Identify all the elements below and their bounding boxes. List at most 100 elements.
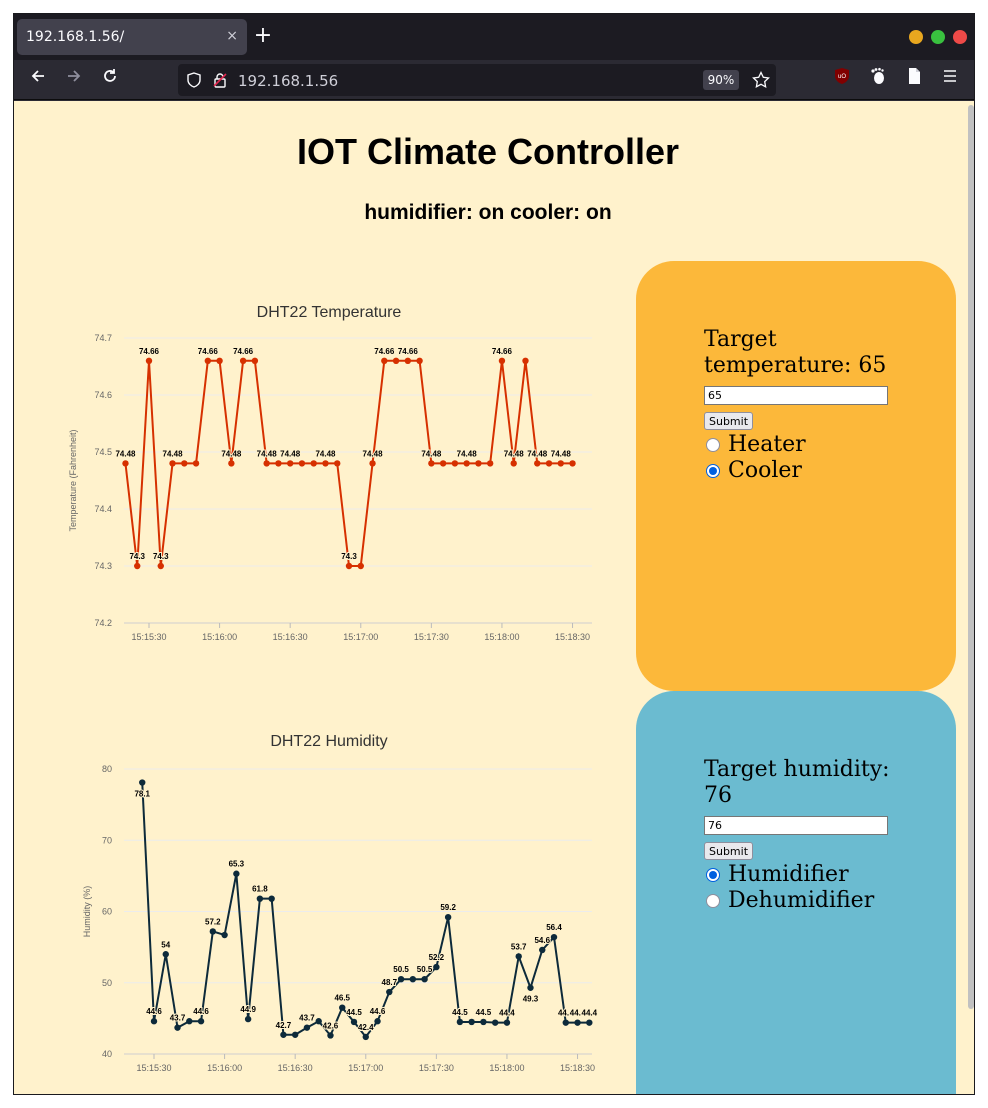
temperature-data-point bbox=[545, 460, 553, 467]
temperature-chart: 74.2 74.3 74.4 74.5 74.6 74.7 15:15:30 15:16:00… bbox=[68, 333, 592, 642]
humidity-data-label: 52.2 bbox=[429, 953, 445, 962]
temperature-data-point bbox=[357, 562, 364, 570]
humidity-data-point bbox=[327, 1032, 334, 1039]
reload-button[interactable] bbox=[96, 66, 124, 94]
humidity-data-label: 46.5 bbox=[334, 994, 350, 1003]
temperature-data-label: 74.48 bbox=[551, 449, 572, 458]
humidity-data-point bbox=[409, 975, 417, 983]
humidity-y-axis-label: Humidity (%) bbox=[82, 886, 92, 938]
humidity-data-point bbox=[503, 1019, 511, 1026]
temperature-data-label: 74.48 bbox=[221, 449, 242, 458]
humidity-data-label: 44.4 bbox=[499, 1009, 515, 1018]
ublock-extension-button[interactable]: uO bbox=[828, 66, 856, 94]
temperature-data-point bbox=[557, 460, 564, 467]
humidity-data-label: 53.7 bbox=[511, 942, 527, 951]
address-bar[interactable]: 192.168.1.56 90% bbox=[178, 64, 776, 96]
temperature-data-point bbox=[381, 357, 388, 364]
humidity-data-point bbox=[433, 963, 440, 971]
page-scrollbar[interactable] bbox=[968, 105, 974, 1009]
tab-title: 192.168.1.56/ bbox=[26, 29, 125, 45]
dehumidifier-radio[interactable] bbox=[706, 894, 720, 908]
humidifier-radio[interactable] bbox=[706, 868, 720, 882]
target-humidity-input[interactable] bbox=[704, 816, 888, 835]
tab-bar: 192.168.1.56/ × + bbox=[14, 14, 974, 60]
temperature-x-tick-label: 15:16:30 bbox=[273, 632, 308, 642]
temperature-data-point bbox=[463, 460, 470, 467]
target-temperature-label: Target temperature: 65 bbox=[704, 327, 887, 378]
heater-radio[interactable] bbox=[706, 438, 720, 452]
target-temperature-input[interactable] bbox=[704, 386, 888, 405]
temperature-y-tick-label: 74.4 bbox=[94, 504, 112, 514]
browser-window: 192.168.1.56/ × + 192.168.1.56 90% uO bbox=[13, 13, 975, 1095]
maximize-button[interactable] bbox=[931, 30, 945, 44]
temperature-data-point bbox=[416, 357, 423, 364]
target-humidity-label: Target humidity: 76 bbox=[704, 757, 890, 808]
minimize-button[interactable] bbox=[909, 30, 923, 44]
temperature-data-label: 74.48 bbox=[504, 449, 525, 458]
temperature-data-point bbox=[204, 357, 212, 364]
back-button[interactable] bbox=[24, 66, 52, 94]
humidity-data-point bbox=[350, 1018, 358, 1026]
temperature-x-tick-label: 15:17:00 bbox=[343, 632, 378, 642]
device-status: humidifier: on cooler: on bbox=[364, 201, 612, 224]
gnome-foot-icon bbox=[871, 67, 884, 84]
humidity-data-point bbox=[162, 951, 169, 958]
humidity-x-tick-label: 15:16:00 bbox=[207, 1063, 242, 1073]
active-tab[interactable]: 192.168.1.56/ × bbox=[17, 19, 247, 55]
humidity-data-label: 59.2 bbox=[440, 903, 456, 912]
close-tab-icon[interactable]: × bbox=[226, 28, 238, 44]
temperature-data-label: 74.66 bbox=[198, 347, 219, 356]
humidity-data-label: 78.1 bbox=[134, 790, 150, 799]
temperature-data-label: 74.66 bbox=[233, 347, 254, 356]
temperature-data-point bbox=[275, 460, 282, 467]
temperature-data-point bbox=[251, 357, 259, 364]
reader-view-button[interactable] bbox=[900, 66, 928, 94]
humidity-y-tick-label: 60 bbox=[102, 907, 112, 917]
close-window-button[interactable] bbox=[953, 30, 967, 44]
temperature-data-label: 74.48 bbox=[280, 449, 301, 458]
temperature-data-label: 74.66 bbox=[139, 347, 160, 356]
temperature-data-point bbox=[228, 460, 235, 467]
temperature-control-panel: Target temperature: 65 Submit Heater Coo… bbox=[636, 261, 956, 691]
humidity-data-point bbox=[550, 933, 558, 941]
temperature-y-tick-label: 74.5 bbox=[94, 447, 112, 457]
navigation-toolbar: 192.168.1.56 90% uO bbox=[14, 60, 974, 100]
gnome-extension-button[interactable] bbox=[864, 66, 892, 94]
menu-button[interactable] bbox=[936, 66, 964, 94]
temperature-y-tick-label: 74.2 bbox=[94, 618, 112, 628]
temperature-data-point bbox=[263, 460, 270, 467]
temperature-data-point bbox=[122, 460, 129, 467]
temperature-data-point bbox=[334, 460, 341, 467]
humidity-data-point bbox=[362, 1033, 369, 1041]
temperature-data-point bbox=[322, 460, 329, 467]
temperature-submit-button[interactable]: Submit bbox=[704, 412, 754, 430]
heater-label: Heater bbox=[728, 432, 806, 457]
ublock-shield-icon: uO bbox=[835, 68, 849, 84]
humidity-submit-button[interactable]: Submit bbox=[704, 842, 754, 860]
zoom-level-badge[interactable]: 90% bbox=[703, 70, 739, 90]
humidity-chart-title: DHT22 Humidity bbox=[270, 733, 388, 750]
temperature-data-label: 74.3 bbox=[129, 552, 145, 561]
humidifier-label: Humidifier bbox=[728, 862, 849, 887]
insecure-lock-icon bbox=[213, 73, 227, 88]
temperature-x-tick-label: 15:18:00 bbox=[484, 632, 519, 642]
temperature-data-point bbox=[345, 562, 353, 570]
temperature-data-point bbox=[181, 460, 188, 467]
new-tab-button[interactable]: + bbox=[253, 23, 273, 48]
page-title: IOT Climate Controller bbox=[296, 131, 680, 172]
temperature-data-label: 74.48 bbox=[115, 449, 136, 458]
humidity-data-point bbox=[468, 1018, 475, 1026]
temperature-data-point bbox=[510, 460, 517, 467]
humidity-data-label: 44.6 bbox=[146, 1007, 162, 1016]
humidity-data-point bbox=[386, 988, 393, 996]
temperature-y-axis-label: Temperature (Fahrenheit) bbox=[68, 429, 78, 531]
humidity-data-label: 49.3 bbox=[523, 995, 539, 1004]
url-text: 192.168.1.56 bbox=[238, 72, 339, 90]
humidity-data-label: 42.4 bbox=[358, 1023, 374, 1032]
humidity-data-point bbox=[303, 1024, 311, 1031]
cooler-radio[interactable] bbox=[706, 464, 720, 478]
humidity-data-label: 65.3 bbox=[229, 860, 245, 869]
humidity-x-tick-label: 15:16:30 bbox=[278, 1063, 313, 1073]
forward-button[interactable] bbox=[60, 66, 88, 94]
temperature-data-label: 74.3 bbox=[341, 552, 357, 561]
